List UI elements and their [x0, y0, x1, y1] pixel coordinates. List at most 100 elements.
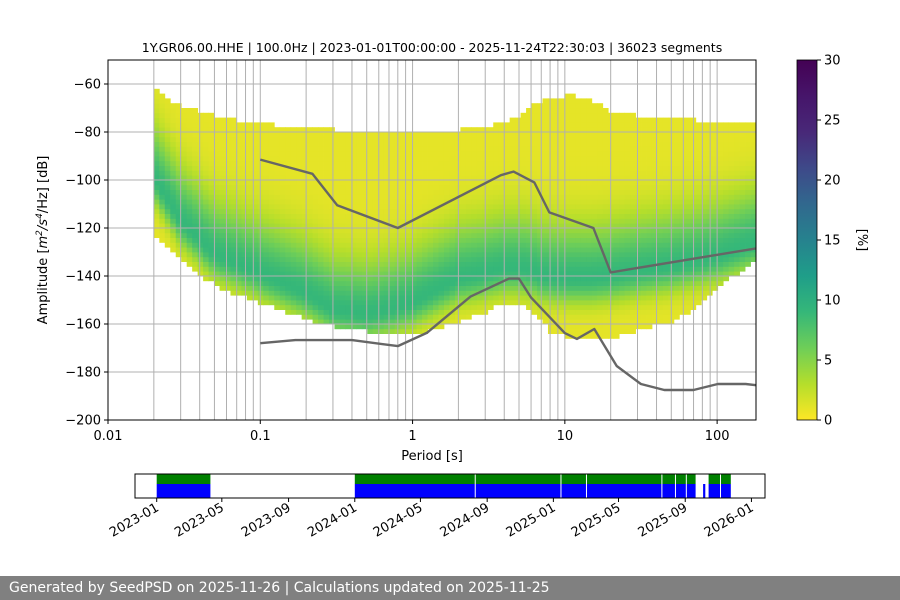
heatmap-cell — [542, 189, 549, 195]
heatmap-cell — [613, 237, 620, 243]
heatmap-cell — [301, 300, 308, 306]
heatmap-cell — [712, 132, 719, 138]
heatmap-cell — [646, 170, 653, 176]
heatmap-cell — [318, 204, 324, 210]
psd_computed-span — [708, 484, 731, 498]
heatmap-cell — [241, 165, 248, 171]
heatmap-cell — [526, 208, 532, 214]
heatmap-cell — [662, 165, 669, 171]
heatmap-cell — [361, 146, 368, 152]
heatmap-cell — [192, 194, 199, 200]
heatmap-cell — [433, 199, 439, 205]
heatmap-cell — [411, 319, 417, 325]
heatmap-cell — [487, 223, 494, 229]
heatmap-cell — [433, 189, 439, 195]
heatmap-cell — [246, 271, 253, 277]
heatmap-cell — [597, 170, 604, 176]
heatmap-cell — [564, 112, 571, 118]
heatmap-cell — [263, 295, 270, 301]
heatmap-cell — [673, 290, 680, 296]
heatmap-cell — [575, 160, 582, 166]
heatmap-cell — [619, 127, 626, 133]
heatmap-cell — [569, 285, 576, 291]
heatmap-cell — [739, 122, 746, 128]
heatmap-cell — [323, 180, 330, 186]
heatmap-cell — [553, 180, 560, 186]
heatmap-cell — [460, 304, 467, 310]
heatmap-cell — [504, 242, 511, 248]
heatmap-cell — [630, 112, 636, 118]
heatmap-cell — [285, 276, 292, 282]
heatmap-cell — [734, 237, 740, 243]
heatmap-cell — [235, 189, 242, 195]
heatmap-cell — [657, 213, 664, 219]
heatmap-cell — [252, 170, 259, 176]
heatmap-cell — [580, 232, 587, 238]
heatmap-cell — [591, 170, 598, 176]
heatmap-cell — [515, 247, 522, 253]
heatmap-cell — [449, 165, 456, 171]
heatmap-cell — [345, 213, 352, 219]
heatmap-cell — [547, 146, 554, 152]
heatmap-cell — [263, 223, 270, 229]
heatmap-cell — [591, 304, 598, 310]
heatmap-cell — [526, 151, 532, 157]
heatmap-cell — [285, 252, 292, 258]
heatmap-cell — [504, 228, 511, 234]
heatmap-cell — [575, 132, 582, 138]
psd_computed-span — [156, 484, 211, 498]
heatmap-cell — [422, 276, 428, 282]
heatmap-cell — [356, 324, 363, 330]
heatmap-cell — [186, 256, 193, 262]
heatmap-cell — [257, 237, 264, 243]
heatmap-cell — [334, 228, 341, 234]
heatmap-cell — [586, 324, 593, 330]
heatmap-cell — [597, 112, 604, 118]
heatmap-cell — [547, 266, 554, 272]
heatmap-cell — [345, 271, 352, 277]
heatmap-cell — [323, 127, 330, 133]
heatmap-cell — [356, 309, 363, 315]
heatmap-cell — [279, 170, 286, 176]
heatmap-cell — [268, 213, 275, 219]
heatmap-cell — [526, 285, 532, 291]
heatmap-cell — [153, 127, 160, 133]
heatmap-cell — [564, 117, 571, 123]
heatmap-cell — [241, 237, 248, 243]
heatmap-cell — [564, 218, 571, 224]
heatmap-cell — [526, 218, 532, 224]
heatmap-cell — [208, 237, 215, 243]
heatmap-cell — [225, 199, 231, 205]
heatmap-cell — [422, 204, 428, 210]
heatmap-cell — [323, 213, 330, 219]
heatmap-cell — [274, 194, 281, 200]
heatmap-cell — [673, 237, 680, 243]
heatmap-cell — [422, 256, 428, 262]
heatmap-cell — [526, 256, 532, 262]
heatmap-cell — [181, 184, 188, 190]
heatmap-cell — [235, 141, 242, 147]
heatmap-cell — [296, 156, 303, 162]
heatmap-cell — [542, 208, 549, 214]
heatmap-cell — [318, 146, 324, 152]
heatmap-cell — [263, 213, 270, 219]
heatmap-cell — [471, 146, 478, 152]
heatmap-cell — [619, 165, 626, 171]
heatmap-cell — [619, 136, 626, 142]
heatmap-cell — [290, 237, 297, 243]
heatmap-cell — [635, 300, 642, 306]
heatmap-cell — [580, 314, 587, 320]
heatmap-cell — [411, 223, 417, 229]
heatmap-cell — [443, 156, 450, 162]
heatmap-cell — [728, 170, 735, 176]
heatmap-cell — [673, 208, 680, 214]
heatmap-cell — [301, 309, 308, 315]
heatmap-cell — [695, 127, 702, 133]
heatmap-cell — [301, 170, 308, 176]
heatmap-cell — [728, 261, 735, 267]
heatmap-cell — [684, 208, 691, 214]
heatmap-cell — [531, 276, 538, 282]
heatmap-cell — [345, 199, 352, 205]
heatmap-cell — [641, 160, 647, 166]
heatmap-cell — [662, 146, 669, 152]
